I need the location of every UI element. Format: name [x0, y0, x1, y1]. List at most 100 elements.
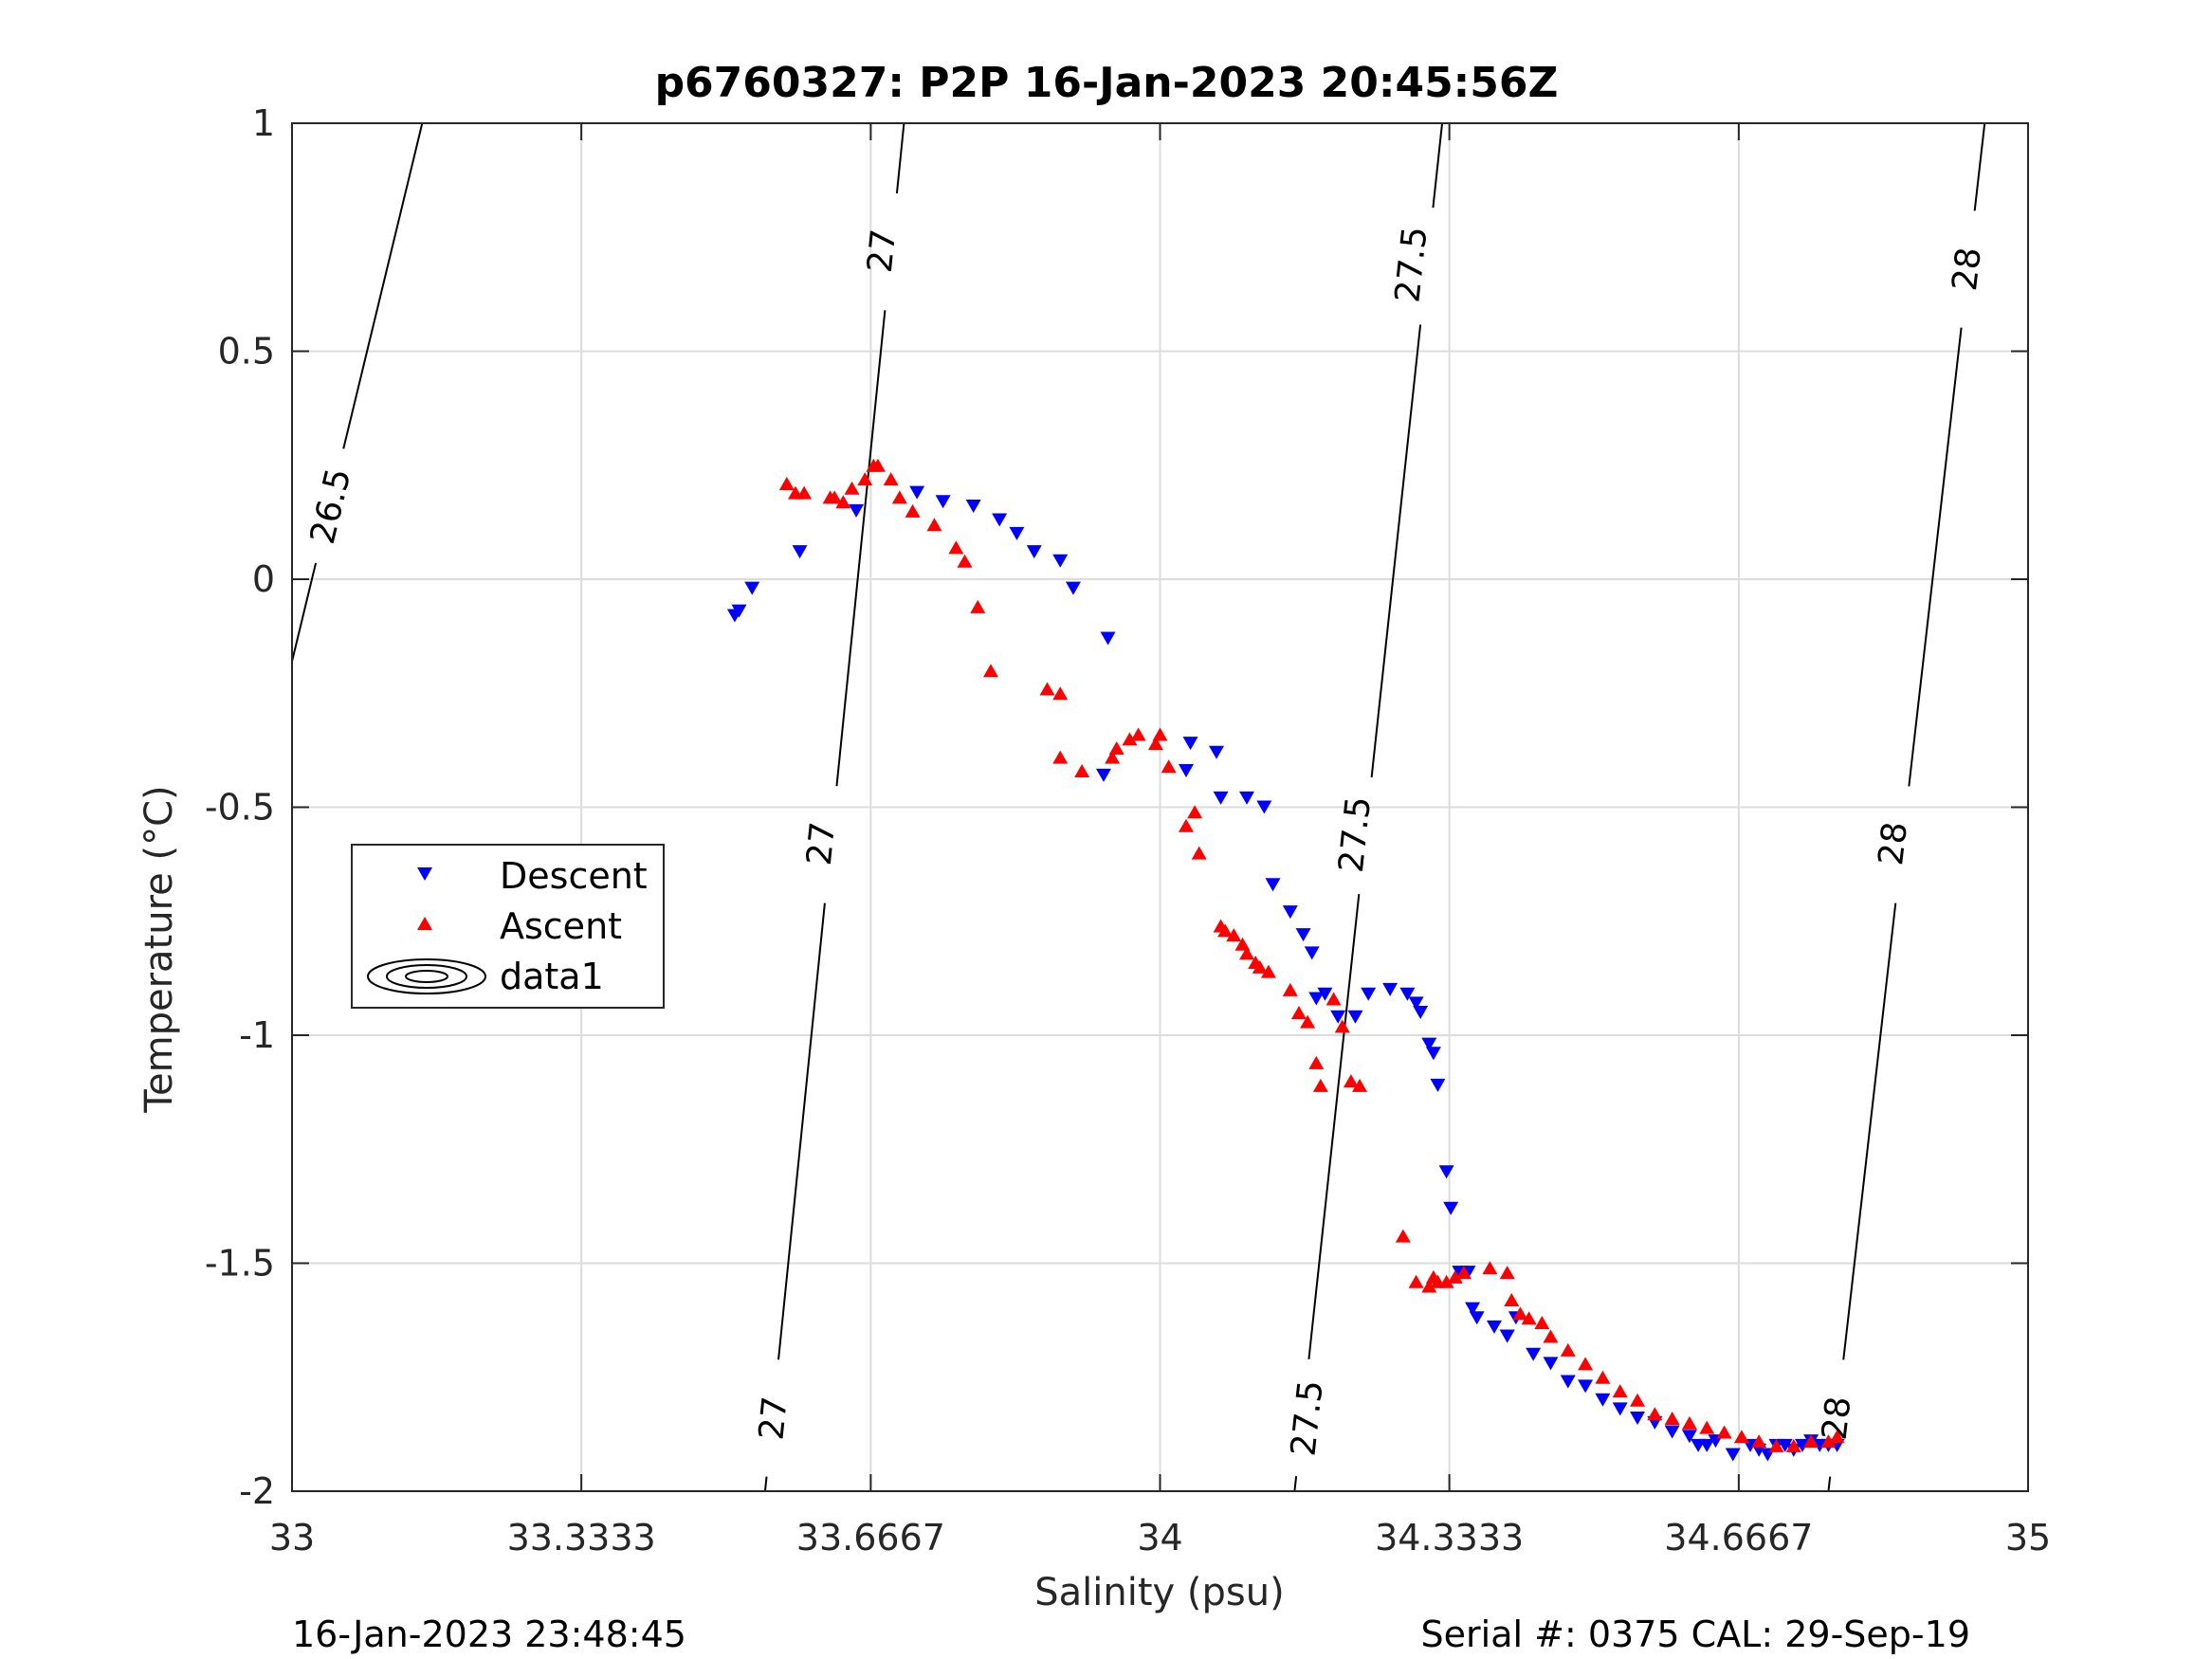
descent-point: [1295, 928, 1311, 942]
contour-label: 27.5: [1388, 225, 1435, 304]
ascent-point: [1260, 964, 1276, 978]
contour-label: 28: [1946, 246, 1989, 293]
ascent-point: [1312, 1078, 1328, 1092]
ascent-point: [982, 664, 998, 678]
ascent-point: [1612, 1384, 1628, 1398]
ascent-point: [926, 518, 942, 532]
contour-label: 27.5: [1284, 1378, 1330, 1458]
descent-point: [1560, 1375, 1576, 1389]
ascent-point: [1308, 1055, 1325, 1069]
y-axis-ticks: 1 0.5 0 -0.5 -1 -1.5 -2: [205, 102, 2028, 1512]
ascent-point: [1482, 1261, 1498, 1275]
descent-point: [1526, 1347, 1542, 1361]
ascent-point: [1829, 1430, 1845, 1444]
descent-point: [935, 495, 951, 509]
descent-point: [1465, 1302, 1481, 1316]
ascent-point: [1803, 1434, 1819, 1449]
ascent-point: [1768, 1438, 1784, 1452]
descent-point: [1304, 946, 1320, 960]
legend-ascent-label: Ascent: [500, 905, 622, 947]
descent-point: [1213, 791, 1229, 805]
ascent-point: [1578, 1357, 1594, 1371]
x-tick-label: 34.3333: [1375, 1517, 1524, 1559]
ascent-point: [1074, 764, 1090, 778]
legend-data1-label: data1: [500, 956, 604, 997]
y-tick-label: 0: [252, 558, 275, 600]
descent-point: [1438, 1165, 1454, 1179]
ascent-point: [1421, 1279, 1437, 1293]
ascent-point: [1300, 1014, 1316, 1029]
ascent-point: [1499, 1266, 1515, 1280]
descent-point: [1317, 987, 1333, 1001]
ascent-point: [1187, 805, 1203, 819]
contour-label: 28: [1872, 820, 1915, 867]
descent-point: [1361, 987, 1377, 1001]
ascent-point: [1512, 1306, 1528, 1321]
legend-box: [351, 844, 665, 1009]
ascent-point: [857, 472, 873, 486]
ascent-point: [1039, 682, 1055, 696]
ascent-point: [1343, 1074, 1359, 1088]
ascent-point: [1352, 1078, 1368, 1092]
descent-point: [1052, 554, 1069, 568]
descent-point: [731, 604, 747, 618]
descent-point: [1100, 631, 1116, 646]
descent-point: [1630, 1412, 1646, 1426]
contour-line-27.5: [1432, 122, 1444, 209]
contour-label: 27: [800, 820, 843, 867]
x-tick-label: 33.6667: [796, 1517, 945, 1559]
descent-point: [1664, 1425, 1680, 1439]
ascent-point: [1504, 1292, 1520, 1306]
contour-label: 27.5: [1332, 794, 1379, 874]
contour-line-28: [1973, 122, 1986, 211]
x-axis-ticks: 33 33.3333 33.6667 34 34.3333 34.6667 35: [269, 123, 2051, 1559]
contour-line-27: [835, 310, 887, 787]
footer-serial: Serial #: 0375 CAL: 29-Sep-19: [1421, 1613, 1970, 1655]
descent-point: [1065, 581, 1081, 595]
ascent-point: [905, 503, 921, 518]
y-axis-label: Temperature (°C): [137, 785, 181, 1113]
descent-point: [744, 581, 760, 595]
ascent-point: [1161, 759, 1177, 774]
descent-point: [1282, 905, 1298, 920]
ascent-point: [1105, 750, 1121, 764]
contour-label: 27: [861, 228, 904, 275]
descent-point: [1408, 996, 1424, 1011]
ascent-point: [1226, 928, 1242, 942]
descent-point: [1330, 1010, 1346, 1024]
ascent-point: [948, 540, 964, 555]
x-tick-label: 35: [2005, 1517, 2051, 1559]
contour-line-27: [763, 1476, 768, 1492]
ascent-point: [1052, 686, 1069, 701]
contour-line-27.5: [1293, 1475, 1298, 1492]
ascent-point: [1560, 1342, 1576, 1357]
contour-line-28: [1908, 327, 1963, 787]
chart-title: p6760327: P2P 16-Jan-2023 20:45:56Z: [655, 59, 1559, 107]
descent-point: [1469, 1311, 1485, 1325]
ascent-point: [1191, 846, 1207, 860]
ascent-point: [1455, 1266, 1472, 1280]
ascent-point: [1647, 1407, 1663, 1421]
descent-point: [1421, 1037, 1437, 1051]
descent-point: [965, 500, 981, 514]
contour-line-27.5: [1370, 324, 1422, 777]
ascent-point: [778, 476, 795, 490]
ascent-point: [1820, 1434, 1837, 1449]
contour-line-26.5: [291, 562, 318, 662]
legend-descent-marker: [417, 867, 432, 881]
y-tick-label: 1: [252, 102, 275, 144]
x-axis-label: Salinity (psu): [1034, 1571, 1284, 1614]
ascent-point: [957, 554, 973, 568]
descent-point: [1209, 745, 1225, 759]
ascent-point: [1178, 818, 1194, 832]
ascent-point: [1699, 1420, 1715, 1434]
x-tick-label: 34.6667: [1664, 1517, 1813, 1559]
contour-line-27: [895, 122, 905, 194]
descent-point: [1725, 1448, 1741, 1462]
contour-line-27.5: [1307, 894, 1361, 1359]
descent-point: [1347, 1010, 1363, 1024]
descent-series: [726, 485, 1845, 1462]
descent-point: [1595, 1393, 1611, 1407]
ascent-point: [883, 472, 899, 486]
